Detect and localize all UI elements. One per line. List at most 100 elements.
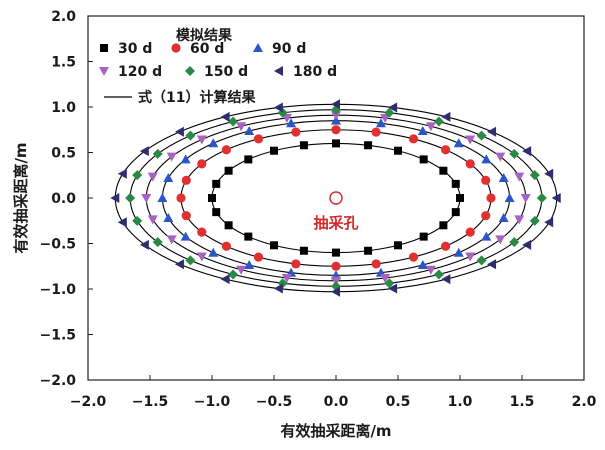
data-point — [481, 175, 491, 185]
data-point — [375, 118, 386, 128]
data-point — [451, 208, 460, 217]
data-point — [476, 255, 487, 266]
data-point — [384, 107, 395, 118]
data-point — [487, 126, 497, 137]
data-point — [224, 221, 233, 230]
data-point — [174, 259, 184, 270]
legend-curve-label: 式（11）计算结果 — [138, 89, 256, 106]
data-point — [476, 130, 487, 141]
x-tick-label: −1.5 — [132, 394, 169, 410]
data-point — [228, 269, 239, 280]
data-point — [185, 255, 196, 266]
data-point — [147, 172, 158, 182]
data-point — [117, 217, 127, 228]
data-point — [332, 248, 340, 257]
axis-ticks: −2.0 −1.5 −1.0 −0.5 0.0 0.5 1.0 1.5 2.0 −2.0 −1.5 −… — [39, 9, 596, 410]
data-point — [220, 111, 230, 122]
data-point — [371, 259, 381, 269]
legend: 模拟结果 式（11）计算结果 30 d 60 d 90 d 120 d 150 d 180… — [99, 27, 337, 106]
data-point — [536, 193, 547, 203]
data-point — [196, 252, 207, 262]
data-point — [208, 247, 219, 257]
data-point — [364, 141, 373, 150]
data-point — [244, 232, 253, 241]
data-point — [529, 215, 540, 226]
data-point — [481, 211, 491, 221]
x-tick-label: 2.0 — [572, 394, 597, 410]
data-point — [253, 134, 264, 144]
data-point — [453, 247, 464, 257]
data-point — [208, 194, 216, 202]
data-point — [433, 269, 444, 280]
data-point — [281, 114, 292, 124]
data-point — [529, 170, 540, 181]
data-point — [465, 159, 475, 169]
data-point — [208, 138, 219, 148]
data-point — [394, 241, 402, 250]
data-point — [481, 231, 492, 241]
data-point — [244, 155, 253, 164]
data-point — [504, 193, 515, 202]
data-point — [281, 273, 292, 283]
x-tick-label: 1.0 — [448, 394, 473, 410]
data-point — [174, 126, 184, 137]
data-point — [509, 148, 520, 159]
legend-label: 90 d — [272, 41, 306, 57]
x-tick-label: −0.5 — [256, 394, 293, 410]
data-point — [514, 172, 525, 182]
legend-title: 模拟结果 — [176, 27, 233, 44]
data-point — [441, 274, 451, 285]
y-tick-label: 0.5 — [51, 146, 76, 162]
legend-label: 30 d — [118, 41, 152, 57]
data-point — [224, 166, 233, 175]
legend-marker — [274, 66, 283, 76]
data-point — [299, 141, 308, 150]
data-point — [273, 283, 283, 294]
data-point — [331, 261, 341, 271]
data-point — [163, 172, 174, 182]
data-point — [522, 146, 532, 157]
data-point — [331, 125, 341, 135]
legend-label: 120 d — [118, 64, 162, 80]
data-point — [419, 155, 428, 164]
y-tick-label: −2.0 — [39, 373, 76, 389]
data-point — [380, 273, 391, 283]
data-point — [408, 134, 419, 144]
data-point — [544, 217, 554, 228]
y-tick-label: 1.0 — [51, 100, 76, 116]
data-point — [371, 127, 381, 137]
data-point — [176, 193, 186, 203]
legend-marker — [99, 67, 109, 76]
data-point — [486, 193, 496, 203]
data-point — [273, 102, 283, 113]
data-point — [212, 208, 221, 217]
data-point — [147, 215, 158, 225]
data-point — [244, 259, 255, 269]
data-point — [291, 127, 301, 137]
data-point — [152, 148, 163, 159]
data-point — [197, 227, 207, 237]
data-point — [286, 118, 297, 128]
data-point — [419, 232, 428, 241]
data-point — [139, 239, 149, 250]
y-tick-label: 2.0 — [51, 9, 76, 25]
data-point — [331, 99, 340, 110]
data-point — [299, 246, 308, 255]
data-point — [181, 211, 191, 221]
data-point — [185, 130, 196, 141]
legend-marker — [253, 43, 263, 52]
data-point — [520, 194, 531, 203]
legend-marker — [171, 43, 181, 53]
data-point — [236, 122, 247, 132]
y-tick-label: 0.0 — [51, 191, 76, 207]
x-tick-label: 0.0 — [324, 394, 349, 410]
data-point — [465, 227, 475, 237]
data-point — [197, 159, 207, 169]
x-tick-label: 0.5 — [386, 394, 411, 410]
data-point — [522, 239, 532, 250]
data-point — [163, 213, 174, 223]
y-tick-label: −0.5 — [39, 237, 76, 253]
data-point — [236, 265, 247, 275]
data-point — [331, 111, 341, 121]
